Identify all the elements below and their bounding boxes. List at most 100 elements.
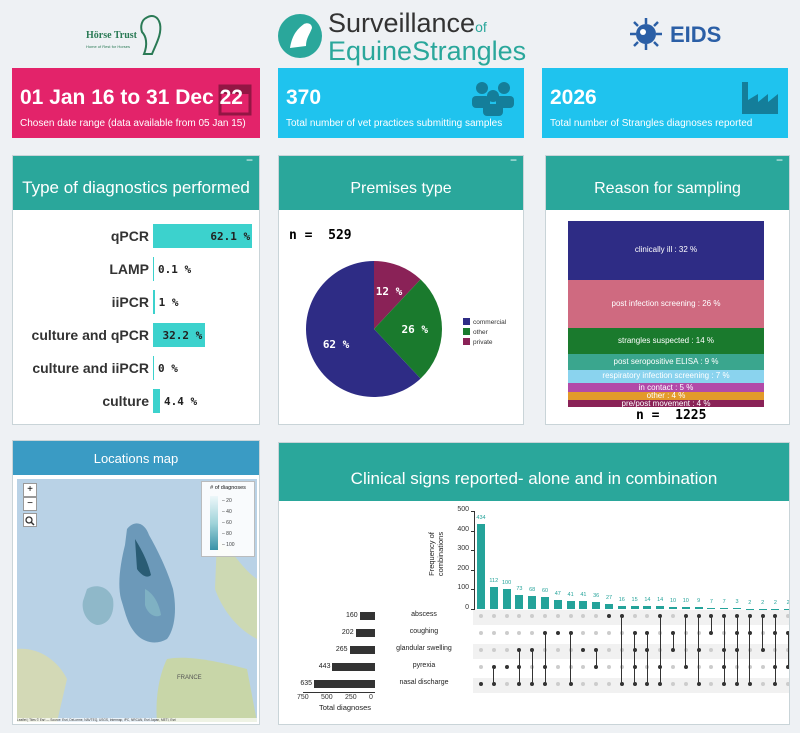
intersection-bar <box>566 600 575 609</box>
clinical-signs-title: Clinical signs reported- alone and in co… <box>350 469 718 488</box>
set-axis <box>303 692 375 693</box>
pie-label: 26 % <box>402 323 429 336</box>
intersection-bar <box>515 594 524 609</box>
matrix-dot <box>479 665 483 669</box>
y-tick <box>471 550 475 552</box>
intersection-label: 10 <box>669 598 677 605</box>
matrix-dot-active <box>568 682 573 686</box>
clinical-signs-header: Clinical signs reported- alone and in co… <box>279 443 789 501</box>
diagnostic-value: 0.1 % <box>158 263 192 276</box>
matrix-connector <box>749 616 751 684</box>
matrix-connector <box>710 616 712 633</box>
horse-logo-icon <box>278 14 322 58</box>
map-zoom-in-button[interactable]: + <box>23 483 37 497</box>
matrix-connector <box>736 616 738 684</box>
map-attribution: Leaflet | Tiles © Esri — Source: Esri, D… <box>17 718 257 722</box>
set-axis-tick-label: 0 <box>369 694 373 701</box>
intersection-label: 2 <box>748 599 752 606</box>
matrix-dot-active <box>709 631 714 635</box>
matrix-dot <box>491 648 496 652</box>
y-axis <box>474 511 475 609</box>
vet-practices-caption: Total number of vet practices submitting… <box>286 118 503 129</box>
matrix-dot <box>504 614 509 618</box>
vet-practices-box: 370 Total number of vet practices submit… <box>278 68 524 138</box>
eids-logo: EIDS <box>628 14 738 54</box>
industry-icon <box>742 82 778 114</box>
matrix-dot <box>504 631 509 635</box>
y-tick-label: 200 <box>457 564 469 572</box>
diagnostic-label: culture <box>102 393 149 409</box>
reason-collapse-button[interactable]: − <box>775 155 783 167</box>
premises-collapse-button[interactable]: − <box>509 155 517 167</box>
map-legend-scale <box>210 496 218 550</box>
intersection-label: 47 <box>554 590 561 597</box>
intersection-bar <box>605 603 613 609</box>
matrix-row-shade <box>473 644 789 659</box>
pie-slice-other <box>374 279 442 379</box>
people-icon <box>472 82 514 116</box>
map-zoom-out-button[interactable]: − <box>23 497 37 511</box>
matrix-dot <box>479 648 483 652</box>
intersection-label: 7 <box>709 598 713 605</box>
reason-band: in contact : 5 % <box>568 383 764 393</box>
matrix-dot <box>709 648 714 652</box>
diagnostics-collapse-button[interactable]: − <box>245 155 253 167</box>
premises-title: Premises type <box>350 180 452 197</box>
diagnostic-bar <box>153 356 154 380</box>
diagnostic-value: 32.2 % <box>162 329 203 342</box>
set-label: nasal discharge <box>399 679 449 686</box>
matrix-dot-active <box>683 665 688 669</box>
set-total-label: 202 <box>341 629 354 636</box>
intersection-bar <box>579 600 588 609</box>
matrix-dot <box>786 682 789 686</box>
intersection-label: 60 <box>541 588 549 595</box>
matrix-dot <box>581 682 586 686</box>
matrix-dot <box>581 614 586 618</box>
legend-label: private <box>473 339 493 346</box>
map-header: Locations map <box>13 441 259 475</box>
intersection-label: 2 <box>786 599 790 606</box>
date-range-box: 01 Jan 16 to 31 Dec 22 Chosen date range… <box>12 68 260 138</box>
matrix-connector <box>531 650 533 684</box>
diagnostics-title: Type of diagnostics performed <box>22 178 250 197</box>
map-land <box>17 523 257 722</box>
matrix-dot <box>760 682 765 686</box>
diagnostic-label: culture and qPCR <box>31 327 149 343</box>
set-total-label: 443 <box>318 663 331 670</box>
y-tick-label: 0 <box>465 604 469 611</box>
intersection-label: 100 <box>502 580 512 587</box>
map-view[interactable]: FRANCE + − # of diagnoses – 20– 40– 60– … <box>17 479 257 722</box>
y-tick <box>471 609 475 610</box>
intersection-label: 7 <box>722 598 726 605</box>
legend-tick: – 80 <box>222 531 232 537</box>
intersection-label: 27 <box>605 594 613 601</box>
matrix-dot-active <box>517 682 522 686</box>
matrix-dot <box>491 614 496 618</box>
matrix-dot-active <box>543 682 547 686</box>
matrix-connector <box>787 633 789 667</box>
map-place-france: FRANCE <box>177 675 202 681</box>
diagnostic-value: 0 % <box>158 362 178 375</box>
set-total-bar <box>355 629 375 637</box>
premises-pie: 12 % 26 % 62 % commercial other private <box>306 261 507 397</box>
intersection-bar <box>502 589 511 609</box>
y-tick <box>471 569 475 571</box>
matrix-connector <box>634 633 636 684</box>
legend-swatch <box>463 318 470 325</box>
matrix-connector <box>723 616 725 684</box>
matrix-connector <box>544 633 546 684</box>
set-total-bar <box>332 663 375 671</box>
set-axis-tick-label: 500 <box>321 694 333 701</box>
intersection-label: 3 <box>735 599 739 606</box>
map-legend-title: # of diagnoses <box>210 485 246 491</box>
map-search-button[interactable] <box>23 513 37 527</box>
intersection-bar <box>720 607 729 609</box>
map-title: Locations map <box>93 451 179 466</box>
diagnostic-bar <box>153 290 155 314</box>
matrix-dot <box>594 631 599 635</box>
matrix-connector <box>672 633 674 650</box>
intersection-label: 36 <box>593 592 600 599</box>
reason-band: post infection screening : 26 % <box>568 279 764 328</box>
matrix-connector <box>762 616 764 650</box>
intersection-label: 16 <box>618 596 625 603</box>
